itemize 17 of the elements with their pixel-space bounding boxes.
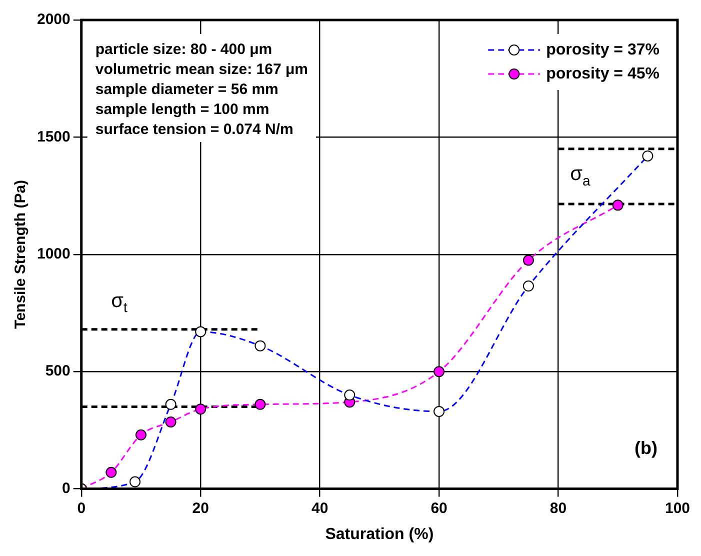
legend-label: porosity = 45%	[546, 65, 660, 82]
y-tick-label: 500	[45, 362, 70, 380]
x-axis-title: Saturation (%)	[325, 526, 434, 543]
x-tick-label: 40	[311, 500, 328, 517]
x-tick-label: 60	[430, 500, 448, 517]
annotation: particle size: 80 - 400 μm volumetric mean size: 167 μm sample diameter = 56 mm sample length = 100 mm surface tension = 0.074 N/m	[95, 41, 308, 138]
x-tick-label: 100	[664, 500, 690, 517]
y-tick-label: 1000	[36, 246, 70, 263]
x-tick-label: 20	[192, 500, 209, 517]
x-tick-label: 0	[77, 500, 86, 517]
y-axis-title: Tensile Strength (Pa)	[12, 180, 30, 329]
x-tick-label: 80	[550, 500, 567, 517]
y-tick-label: 0	[62, 480, 70, 497]
y-tick-label: 2000	[36, 11, 70, 28]
annotation: (b)	[634, 438, 658, 458]
legend-label: porosity = 37%	[546, 41, 660, 58]
y-tick-label: 1500	[36, 128, 70, 146]
